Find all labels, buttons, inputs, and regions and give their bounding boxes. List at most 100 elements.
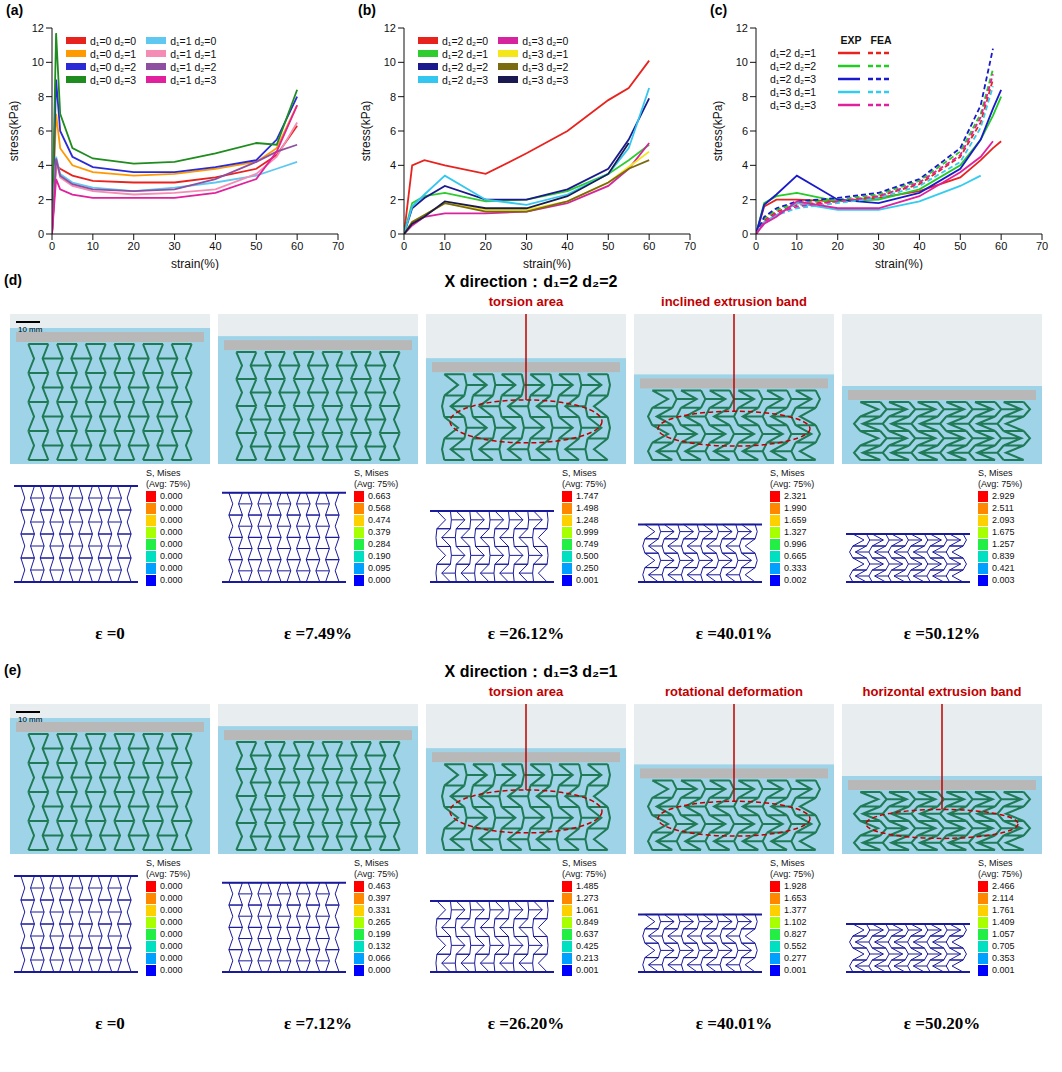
- html-text:(d): (d): [4, 272, 22, 288]
- svg-text:12: 12: [384, 22, 396, 34]
- svg-text:6: 6: [38, 125, 44, 137]
- svg-text:60: 60: [995, 240, 1007, 252]
- html-text:d₁=0 d₂=0: d₁=0 d₂=0: [90, 34, 137, 47]
- svg-text:10: 10: [384, 56, 396, 68]
- html-text:d₁=2 d₂=2: d₁=2 d₂=2: [770, 60, 817, 72]
- svg-text:strain(%): strain(%): [875, 257, 923, 270]
- html-text:ε =26.12%: ε =26.12%: [487, 624, 565, 643]
- html-text:ε =0: ε =0: [95, 1014, 125, 1033]
- html-text:d₁=0 d₂=1: d₁=0 d₂=1: [90, 47, 137, 60]
- html-text:ε =0: ε =0: [95, 624, 125, 643]
- svg-text:4: 4: [742, 159, 748, 171]
- svg-text:0: 0: [401, 240, 407, 252]
- html-text:(e): (e): [4, 662, 22, 678]
- svg-text:0: 0: [742, 228, 748, 240]
- svg-text:8: 8: [38, 91, 44, 103]
- svg-text:60: 60: [291, 240, 303, 252]
- svg-text:stress(kPa): stress(kPa): [7, 101, 21, 162]
- svg-text:10: 10: [87, 240, 99, 252]
- svg-text:2: 2: [38, 194, 44, 206]
- html-text:horizontal extrusion band: horizontal extrusion band: [862, 684, 1022, 699]
- html-text:torsion area: torsion area: [488, 684, 564, 699]
- html-text:ε =40.01%: ε =40.01%: [695, 1014, 773, 1033]
- html-text:(a): (a): [6, 2, 24, 18]
- svg-text:60: 60: [643, 240, 655, 252]
- svg-text:70: 70: [332, 240, 344, 252]
- html-text:ε =7.12%: ε =7.12%: [284, 1014, 352, 1033]
- svg-text:70: 70: [684, 240, 696, 252]
- svg-text:6: 6: [742, 125, 748, 137]
- svg-text:0: 0: [49, 240, 55, 252]
- html-text:torsion area: torsion area: [488, 294, 564, 309]
- html-text:d₁=2 d₂=0: d₁=2 d₂=0: [442, 34, 489, 47]
- svg-text:strain(%): strain(%): [171, 257, 219, 270]
- svg-text:stress(kPa): stress(kPa): [359, 101, 373, 162]
- html-text:FEA: FEA: [870, 34, 892, 46]
- svg-text:70: 70: [1036, 240, 1048, 252]
- svg-text:50: 50: [602, 240, 614, 252]
- html-text:d₁=0 d₂=3: d₁=0 d₂=3: [90, 73, 137, 86]
- html-text:d₁=1 d₂=2: d₁=1 d₂=2: [170, 60, 217, 73]
- html-text:0.000: 0.000: [160, 490, 183, 501]
- svg-text:20: 20: [128, 240, 140, 252]
- svg-text:20: 20: [832, 240, 844, 252]
- svg-text:50: 50: [954, 240, 966, 252]
- html-text:d₁=2 d₂=1: d₁=2 d₂=1: [442, 47, 489, 60]
- html-text:d₁=1 d₂=0: d₁=1 d₂=0: [170, 34, 217, 47]
- html-text:d₁=3 d₂=1: d₁=3 d₂=1: [770, 86, 817, 98]
- svg-text:10: 10: [791, 240, 803, 252]
- html-text:rotational deformation: rotational deformation: [665, 684, 803, 699]
- svg-text:10 mm: 10 mm: [18, 715, 43, 724]
- html-text:d₁=3 d₂=0: d₁=3 d₂=0: [522, 34, 569, 47]
- html-text:ε =40.01%: ε =40.01%: [695, 624, 773, 643]
- svg-text:0: 0: [38, 228, 44, 240]
- svg-text:2: 2: [390, 194, 396, 206]
- svg-text:4: 4: [38, 159, 44, 171]
- svg-text:strain(%): strain(%): [523, 257, 571, 270]
- html-text:X direction：d₁=2 d₂=2: X direction：d₁=2 d₂=2: [444, 273, 618, 290]
- svg-text:30: 30: [872, 240, 884, 252]
- html-text:d₁=2 d₂=3: d₁=2 d₂=3: [770, 73, 817, 85]
- html-text:ε =26.20%: ε =26.20%: [487, 1014, 565, 1033]
- svg-text:0: 0: [753, 240, 759, 252]
- svg-text:6: 6: [390, 125, 396, 137]
- html-text:(c): (c): [710, 2, 728, 18]
- html-text:inclined extrusion band: inclined extrusion band: [661, 294, 807, 309]
- svg-text:4: 4: [390, 159, 396, 171]
- html-text:ε =7.49%: ε =7.49%: [284, 624, 352, 643]
- svg-text:12: 12: [736, 22, 748, 34]
- html-text:d₁=3 d₂=2: d₁=3 d₂=2: [522, 60, 569, 73]
- svg-text:50: 50: [250, 240, 262, 252]
- svg-text:10 mm: 10 mm: [18, 325, 43, 334]
- html-text:ε =50.12%: ε =50.12%: [903, 624, 981, 643]
- svg-text:8: 8: [742, 91, 748, 103]
- html-text:d₁=2 d₂=2: d₁=2 d₂=2: [442, 60, 489, 73]
- html-text:EXP: EXP: [840, 34, 862, 46]
- svg-text:12: 12: [32, 22, 44, 34]
- svg-text:40: 40: [209, 240, 221, 252]
- html-text:d₁=2 d₂=3: d₁=2 d₂=3: [442, 73, 489, 86]
- svg-text:8: 8: [390, 91, 396, 103]
- svg-text:0: 0: [390, 228, 396, 240]
- svg-text:stress(kPa): stress(kPa): [711, 101, 725, 162]
- html-text:d₁=0 d₂=2: d₁=0 d₂=2: [90, 60, 137, 73]
- svg-text:10: 10: [439, 240, 451, 252]
- html-text:ε =50.20%: ε =50.20%: [903, 1014, 981, 1033]
- html-text:d₁=3 d₂=1: d₁=3 d₂=1: [522, 47, 569, 60]
- html-text:d₁=2 d₂=1: d₁=2 d₂=1: [770, 47, 817, 59]
- svg-text:10: 10: [32, 56, 44, 68]
- svg-text:2: 2: [742, 194, 748, 206]
- svg-text:20: 20: [480, 240, 492, 252]
- html-text:d₁=1 d₂=1: d₁=1 d₂=1: [170, 47, 217, 60]
- svg-text:30: 30: [520, 240, 532, 252]
- svg-text:30: 30: [168, 240, 180, 252]
- svg-text:40: 40: [561, 240, 573, 252]
- svg-text:40: 40: [913, 240, 925, 252]
- html-text:d₁=3 d₂=3: d₁=3 d₂=3: [522, 73, 569, 86]
- html-text:d₁=1 d₂=3: d₁=1 d₂=3: [170, 73, 217, 86]
- svg-text:10: 10: [736, 56, 748, 68]
- html-text:d₁=3 d₂=3: d₁=3 d₂=3: [770, 99, 817, 111]
- html-text:0.000: 0.000: [160, 502, 183, 513]
- html-text:X direction：d₁=3 d₂=1: X direction：d₁=3 d₂=1: [444, 663, 618, 680]
- html-text:(b): (b): [358, 2, 376, 18]
